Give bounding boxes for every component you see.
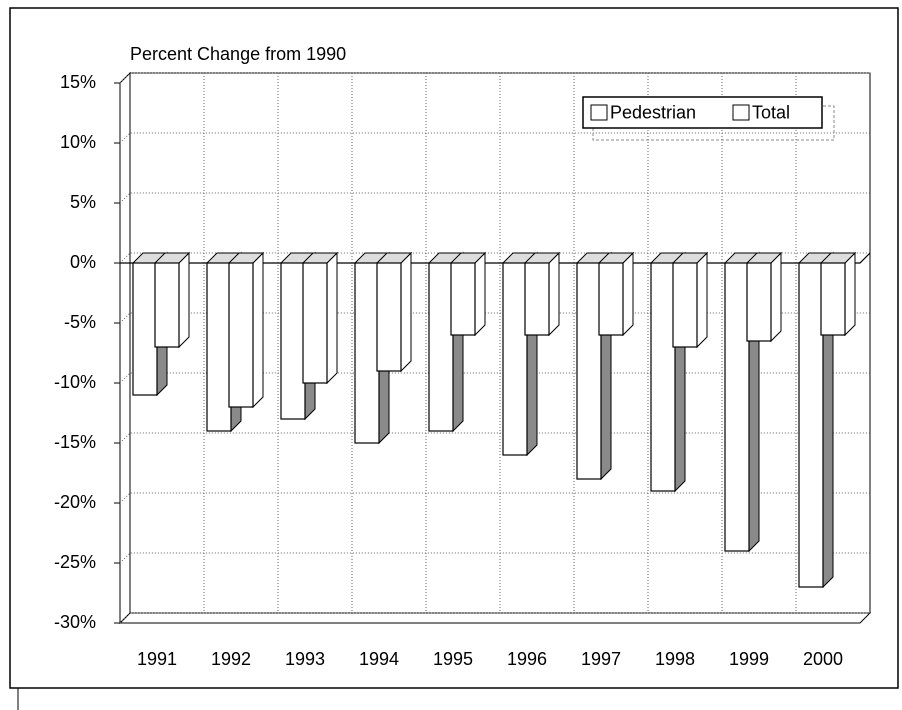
- bar: [502, 262, 528, 456]
- bar-side: [548, 251, 560, 337]
- y-tick-label: 15%: [60, 72, 96, 92]
- bar-side: [696, 251, 708, 349]
- bar: [228, 262, 254, 408]
- x-tick-label: 1995: [433, 649, 473, 669]
- y-tick-label: -20%: [54, 492, 96, 512]
- legend-label: Total: [752, 102, 790, 122]
- y-tick-label: -25%: [54, 552, 96, 572]
- bar: [598, 262, 624, 336]
- bar: [450, 262, 476, 336]
- x-tick-label: 1998: [655, 649, 695, 669]
- bar: [354, 262, 380, 444]
- bar-side: [474, 251, 486, 337]
- bar: [724, 262, 750, 552]
- bar: [206, 262, 232, 432]
- y-tick-label: 0%: [70, 252, 96, 272]
- bar: [154, 262, 180, 348]
- x-tick-label: 1996: [507, 649, 547, 669]
- bar-side: [252, 251, 264, 409]
- grid-line: [119, 192, 870, 204]
- bar-side: [770, 251, 782, 343]
- bar: [302, 262, 328, 384]
- x-tick-label: 1999: [729, 649, 769, 669]
- legend-label: Pedestrian: [610, 102, 696, 122]
- x-tick-label: 1991: [137, 649, 177, 669]
- bar: [132, 262, 158, 396]
- grid-line: [119, 552, 870, 564]
- y-tick-label: 5%: [70, 192, 96, 212]
- bar: [428, 262, 454, 432]
- y-tick-label: -10%: [54, 372, 96, 392]
- grid-line: [119, 492, 870, 504]
- chart-subtitle: Percent Change from 1990: [130, 44, 346, 64]
- bar: [576, 262, 602, 480]
- x-tick-label: 1994: [359, 649, 399, 669]
- legend-swatch: [590, 104, 608, 121]
- bar-side: [400, 251, 412, 373]
- frame: [9, 7, 899, 689]
- x-tick-label: 1992: [211, 649, 251, 669]
- floor: [118, 612, 872, 624]
- x-tick-label: 1997: [581, 649, 621, 669]
- bar-side: [178, 251, 190, 349]
- y-tick-label: 10%: [60, 132, 96, 152]
- y-tick-label: -30%: [54, 612, 96, 632]
- bar-side: [622, 251, 634, 337]
- bar: [746, 262, 772, 342]
- grid-line: [119, 372, 870, 384]
- y-tick-label: -5%: [64, 312, 96, 332]
- x-tick-label: 2000: [803, 649, 843, 669]
- side-wall: [119, 71, 131, 625]
- x-tick-label: 1993: [285, 649, 325, 669]
- bar: [650, 262, 676, 492]
- grid-line: [119, 132, 870, 144]
- y-tick-label: -15%: [54, 432, 96, 452]
- bar: [820, 262, 846, 336]
- grid-line: [119, 72, 870, 84]
- bar-side: [326, 251, 338, 385]
- bar: [280, 262, 306, 420]
- legend-swatch: [732, 104, 750, 121]
- bar: [798, 262, 824, 588]
- bar: [672, 262, 698, 348]
- bar: [524, 262, 550, 336]
- grid-line: [119, 612, 870, 624]
- bar: [376, 262, 402, 372]
- bar-side: [844, 251, 856, 337]
- legend: [582, 96, 823, 129]
- grid-line: [119, 432, 870, 444]
